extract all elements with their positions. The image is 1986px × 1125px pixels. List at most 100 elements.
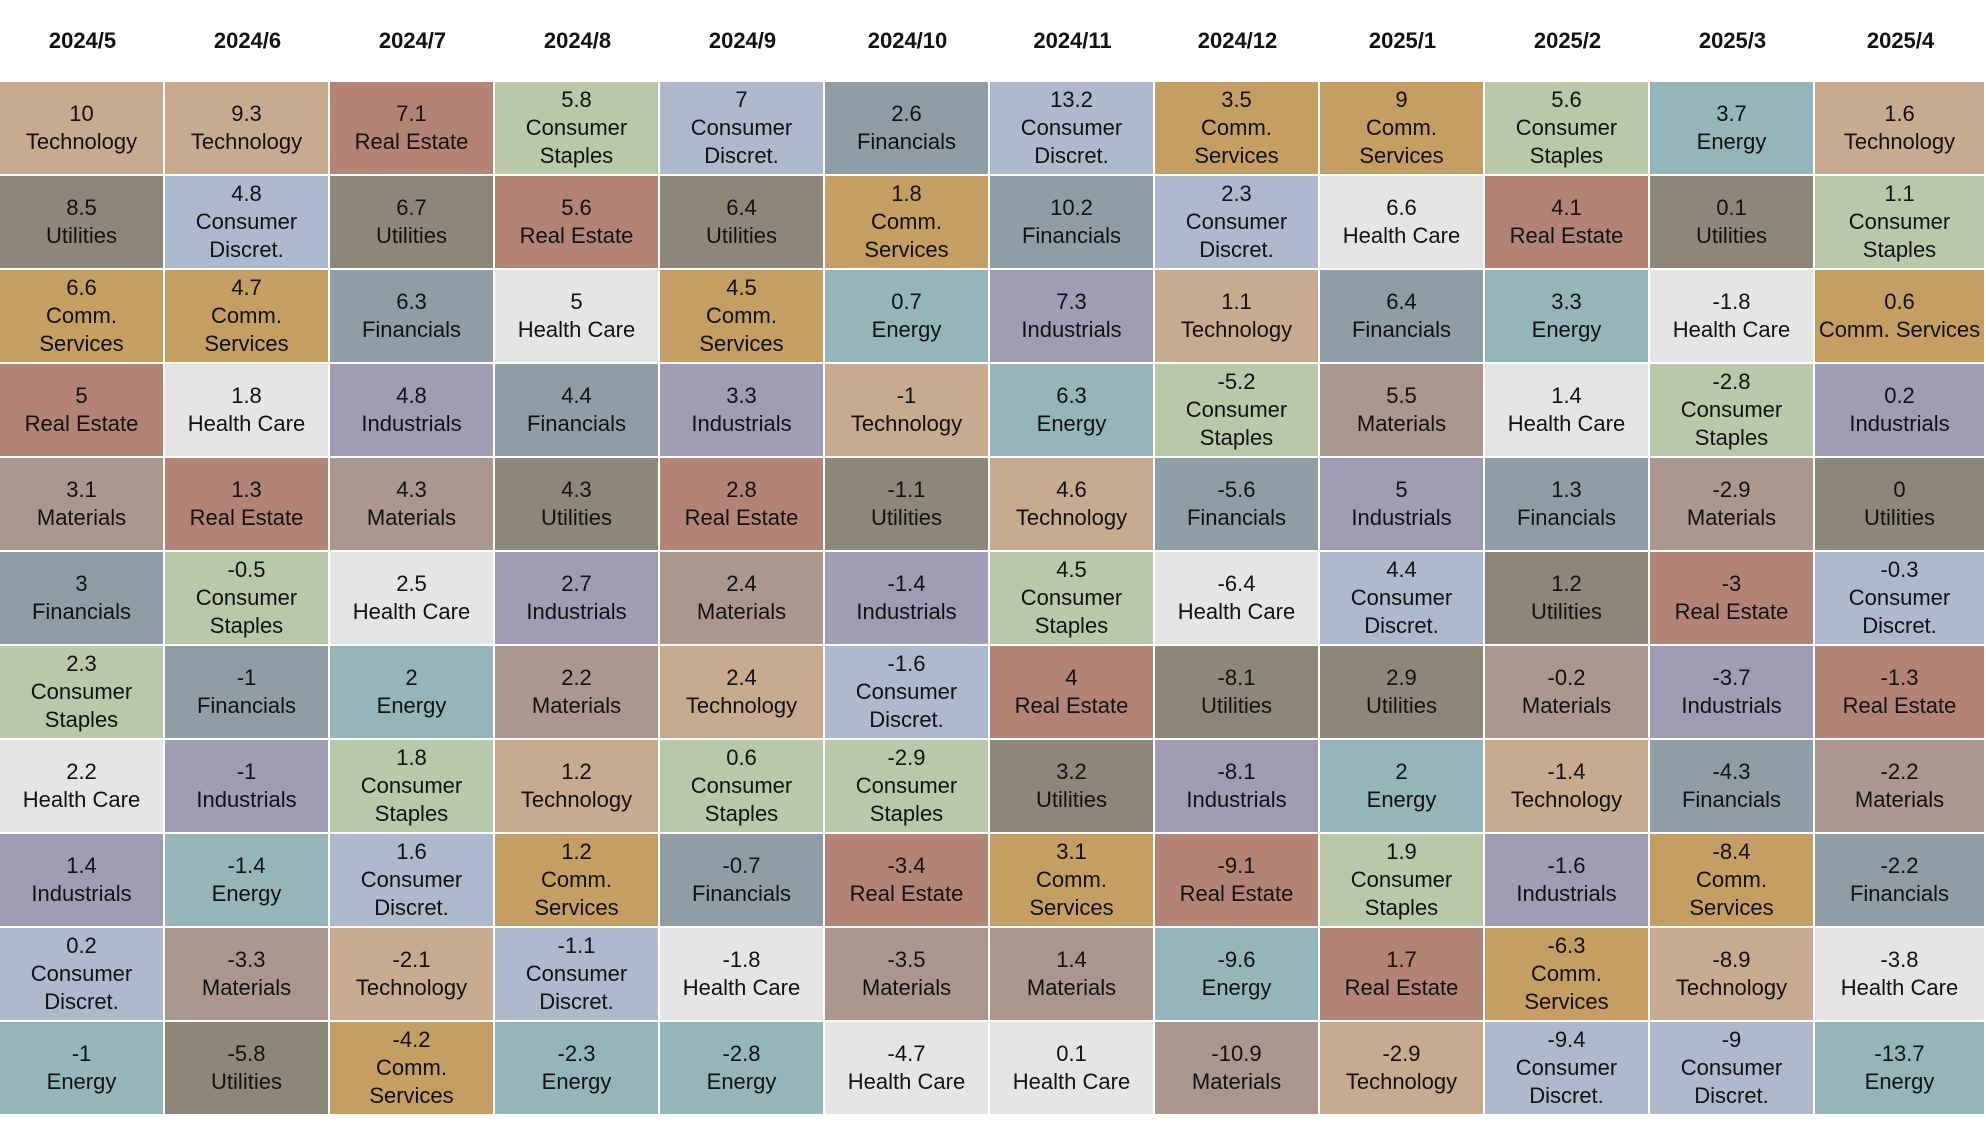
- table-cell: 2.8 Real Estate: [660, 458, 825, 552]
- cell-sector: Real Estate: [1674, 599, 1789, 624]
- cell-value: -3.8: [1880, 947, 1919, 972]
- cell-sector: Real Estate: [1842, 693, 1957, 718]
- cell-value: 6.3: [1056, 383, 1087, 408]
- table-cell: 3.7 Energy: [1650, 82, 1815, 176]
- cell-value: 1.6: [396, 839, 427, 864]
- cell-sector: Discret.: [374, 895, 449, 920]
- cell-sector: Consumer: [1350, 585, 1453, 610]
- cell-sector: Staples: [44, 707, 119, 732]
- cell-sector: Comm.: [1531, 961, 1602, 986]
- cell-sector: Consumer: [1515, 1055, 1618, 1080]
- cell-sector: Technology: [685, 693, 798, 718]
- cell-value: 2: [1395, 759, 1408, 784]
- table-cell: 2.4 Technology: [660, 646, 825, 740]
- table-cell: -1.4 Energy: [165, 834, 330, 928]
- cell-value: -3: [1721, 571, 1742, 596]
- cell-sector: Health Care: [1507, 411, 1626, 436]
- cell-sector: Industrials: [31, 881, 132, 906]
- cell-value: 3.1: [1056, 839, 1087, 864]
- table-cell: -1.3 Real Estate: [1815, 646, 1986, 740]
- cell-sector: Utilities: [376, 223, 447, 248]
- cell-value: 4.8: [396, 383, 427, 408]
- cell-value: 5: [570, 289, 583, 314]
- cell-sector: Utilities: [211, 1069, 282, 1094]
- cell-sector: Energy: [1201, 975, 1272, 1000]
- cell-value: 6.4: [726, 195, 757, 220]
- cell-sector: Comm.: [1201, 115, 1272, 140]
- table-cell: 4.1 Real Estate: [1485, 176, 1650, 270]
- table-cell: -3.8 Health Care: [1815, 928, 1986, 1022]
- table-cell: 4.7 Comm. Services: [165, 270, 330, 364]
- cell-sector: Health Care: [1177, 599, 1296, 624]
- cell-value: 4.4: [561, 383, 592, 408]
- table-cell: 4.8 Industrials: [330, 364, 495, 458]
- table-cell: 1.2 Comm. Services: [495, 834, 660, 928]
- table-cell: 3.5 Comm. Services: [1155, 82, 1320, 176]
- cell-sector: Staples: [869, 801, 944, 826]
- cell-value: 8.5: [66, 195, 97, 220]
- cell-value: -1.6: [1547, 853, 1586, 878]
- cell-value: 4.4: [1386, 557, 1417, 582]
- cell-value: -1.3: [1880, 665, 1919, 690]
- cell-sector: Industrials: [196, 787, 297, 812]
- table-cell: -0.5 Consumer Staples: [165, 552, 330, 646]
- cell-value: 2.3: [1221, 181, 1252, 206]
- cell-sector: Staples: [1694, 425, 1769, 450]
- cell-sector: Energy: [871, 317, 942, 342]
- cell-value: -1.4: [1547, 759, 1586, 784]
- cell-value: 2.5: [396, 571, 427, 596]
- table-cell: -6.4 Health Care: [1155, 552, 1320, 646]
- cell-value: 1.2: [561, 839, 592, 864]
- cell-sector: Financials: [1849, 881, 1950, 906]
- table-cell: 6.3 Financials: [330, 270, 495, 364]
- cell-sector: Financials: [1516, 505, 1617, 530]
- table-cell: 2 Energy: [330, 646, 495, 740]
- table-cell: -6.3 Comm. Services: [1485, 928, 1650, 1022]
- cell-sector: Health Care: [352, 599, 471, 624]
- cell-value: 1.2: [561, 759, 592, 784]
- table-cell: 1.9 Consumer Staples: [1320, 834, 1485, 928]
- table-cell: 2.4 Materials: [660, 552, 825, 646]
- table-cell: 2.6 Financials: [825, 82, 990, 176]
- cell-sector: Materials: [1356, 411, 1447, 436]
- cell-sector: Comm. Services: [1818, 317, 1981, 342]
- table-cell: 1.7 Real Estate: [1320, 928, 1485, 1022]
- cell-value: -6.4: [1217, 571, 1256, 596]
- cell-value: -2.9: [1712, 477, 1751, 502]
- table-cell: 6.3 Energy: [990, 364, 1155, 458]
- table-cell: 1.2 Technology: [495, 740, 660, 834]
- cell-value: 4.1: [1551, 195, 1582, 220]
- cell-sector: Industrials: [856, 599, 957, 624]
- cell-sector: Staples: [1862, 237, 1937, 262]
- table-cell: 1.1 Consumer Staples: [1815, 176, 1986, 270]
- table-cell: -1 Industrials: [165, 740, 330, 834]
- cell-value: 1.1: [1221, 289, 1252, 314]
- cell-sector: Materials: [36, 505, 127, 530]
- cell-sector: Financials: [526, 411, 627, 436]
- cell-value: 1.8: [231, 383, 262, 408]
- cell-sector: Discret.: [869, 707, 944, 732]
- cell-sector: Industrials: [691, 411, 792, 436]
- cell-value: -2.8: [722, 1041, 761, 1066]
- cell-value: -1: [896, 383, 917, 408]
- cell-value: 4.7: [231, 275, 262, 300]
- cell-value: 3.5: [1221, 87, 1252, 112]
- cell-sector: Financials: [691, 881, 792, 906]
- table-cell: 3.1 Comm. Services: [990, 834, 1155, 928]
- cell-sector: Utilities: [706, 223, 777, 248]
- table-cell: -5.6 Financials: [1155, 458, 1320, 552]
- cell-sector: Materials: [531, 693, 622, 718]
- cell-value: -1.1: [887, 477, 926, 502]
- cell-sector: Discret.: [209, 237, 284, 262]
- table-cell: 5.5 Materials: [1320, 364, 1485, 458]
- cell-value: 6.4: [1386, 289, 1417, 314]
- table-cell: 5 Industrials: [1320, 458, 1485, 552]
- table-cell: 1.1 Technology: [1155, 270, 1320, 364]
- cell-sector: Utilities: [871, 505, 942, 530]
- table-cell: 0.2 Industrials: [1815, 364, 1986, 458]
- cell-sector: Consumer: [1020, 585, 1123, 610]
- cell-sector: Health Care: [187, 411, 306, 436]
- table-cell: -3.5 Materials: [825, 928, 990, 1022]
- cell-value: 1.1: [1884, 181, 1915, 206]
- table-cell: -0.7 Financials: [660, 834, 825, 928]
